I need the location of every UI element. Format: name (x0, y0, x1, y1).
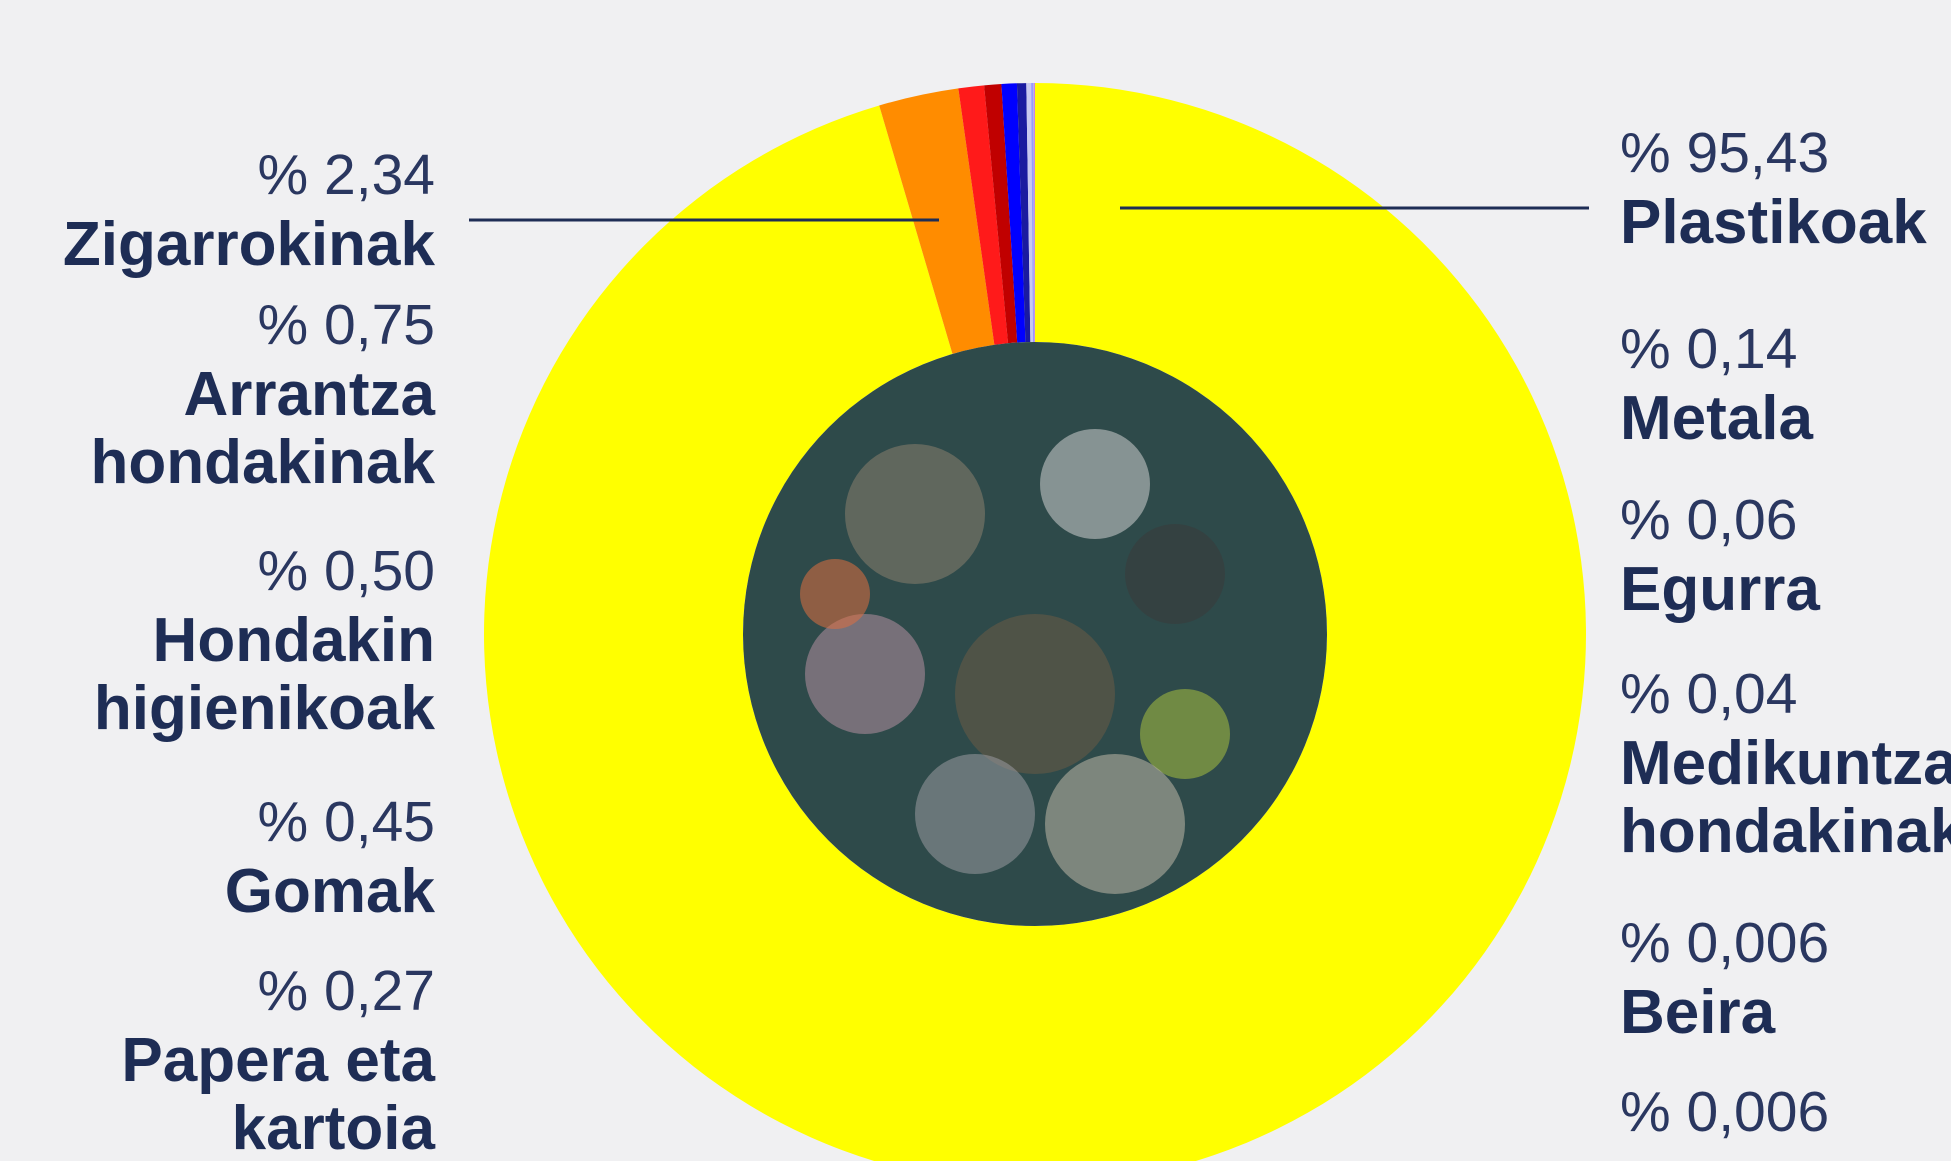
photo-detail (915, 754, 1035, 874)
value-label: % 0,45 (257, 790, 435, 854)
slice-label: % 0,75 Arrantza hondakinak (0, 289, 435, 497)
value-label: % 2,34 (257, 143, 435, 207)
category-label: Metala (1620, 384, 1813, 453)
slice-label: % 2,34 Zigarrokinak (0, 139, 435, 279)
photo-detail (1125, 524, 1225, 624)
slice-label: % 0,14 Metala (1620, 313, 1951, 453)
photo-detail (805, 614, 925, 734)
photo-detail (1045, 754, 1185, 894)
slice-label: % 0,27 Papera eta kartoia (0, 955, 435, 1161)
donut-slice (984, 84, 1018, 344)
donut-slice (1001, 83, 1026, 343)
value-label: % 0,50 (257, 539, 435, 603)
slice-label: % 0,06 Egurra (1620, 484, 1951, 624)
category-label: Egurra (1620, 555, 1820, 624)
value-label: % 0,27 (257, 959, 435, 1023)
donut-slice (1026, 83, 1033, 343)
category-label: Gomak (224, 857, 435, 926)
category-label: Medikuntza hondakinak (1620, 729, 1951, 866)
value-label: % 0,06 (1620, 488, 1798, 552)
photo-detail (800, 559, 870, 629)
category-label: Plastikoak (1620, 188, 1927, 257)
slice-label: % 95,43 Plastikoak (1620, 117, 1951, 257)
category-label: Hondakin higienikoak (93, 606, 435, 743)
photo-detail (955, 614, 1115, 774)
value-label: % 0,14 (1620, 317, 1798, 381)
value-label: % 0,75 (257, 293, 435, 357)
category-label: Arrantza hondakinak (90, 360, 435, 497)
slice-label: % 0,04 Medikuntza hondakinak (1620, 658, 1951, 866)
donut-slice (1016, 83, 1031, 343)
photo-detail (845, 444, 985, 584)
category-label: Beira (1620, 978, 1776, 1047)
donut-slice (1033, 83, 1035, 343)
photo-detail (1140, 689, 1230, 779)
slice-label: % 0,006 (1620, 1076, 1951, 1148)
category-label: Papera eta kartoia (121, 1026, 435, 1161)
slice-label: % 0,45 Gomak (0, 786, 435, 926)
value-label: % 0,04 (1620, 662, 1798, 726)
category-label: Zigarrokinak (62, 210, 435, 279)
slice-label: % 0,50 Hondakin higienikoak (0, 535, 435, 743)
donut-slice (1031, 83, 1035, 343)
value-label: % 0,006 (1620, 911, 1830, 975)
value-label: % 0,006 (1620, 1080, 1830, 1144)
photo-detail (1040, 429, 1150, 539)
value-label: % 95,43 (1620, 121, 1830, 185)
slice-label: % 0,006 Beira (1620, 907, 1951, 1047)
donut-slice (958, 85, 1009, 345)
donut-slice (484, 83, 1586, 1161)
